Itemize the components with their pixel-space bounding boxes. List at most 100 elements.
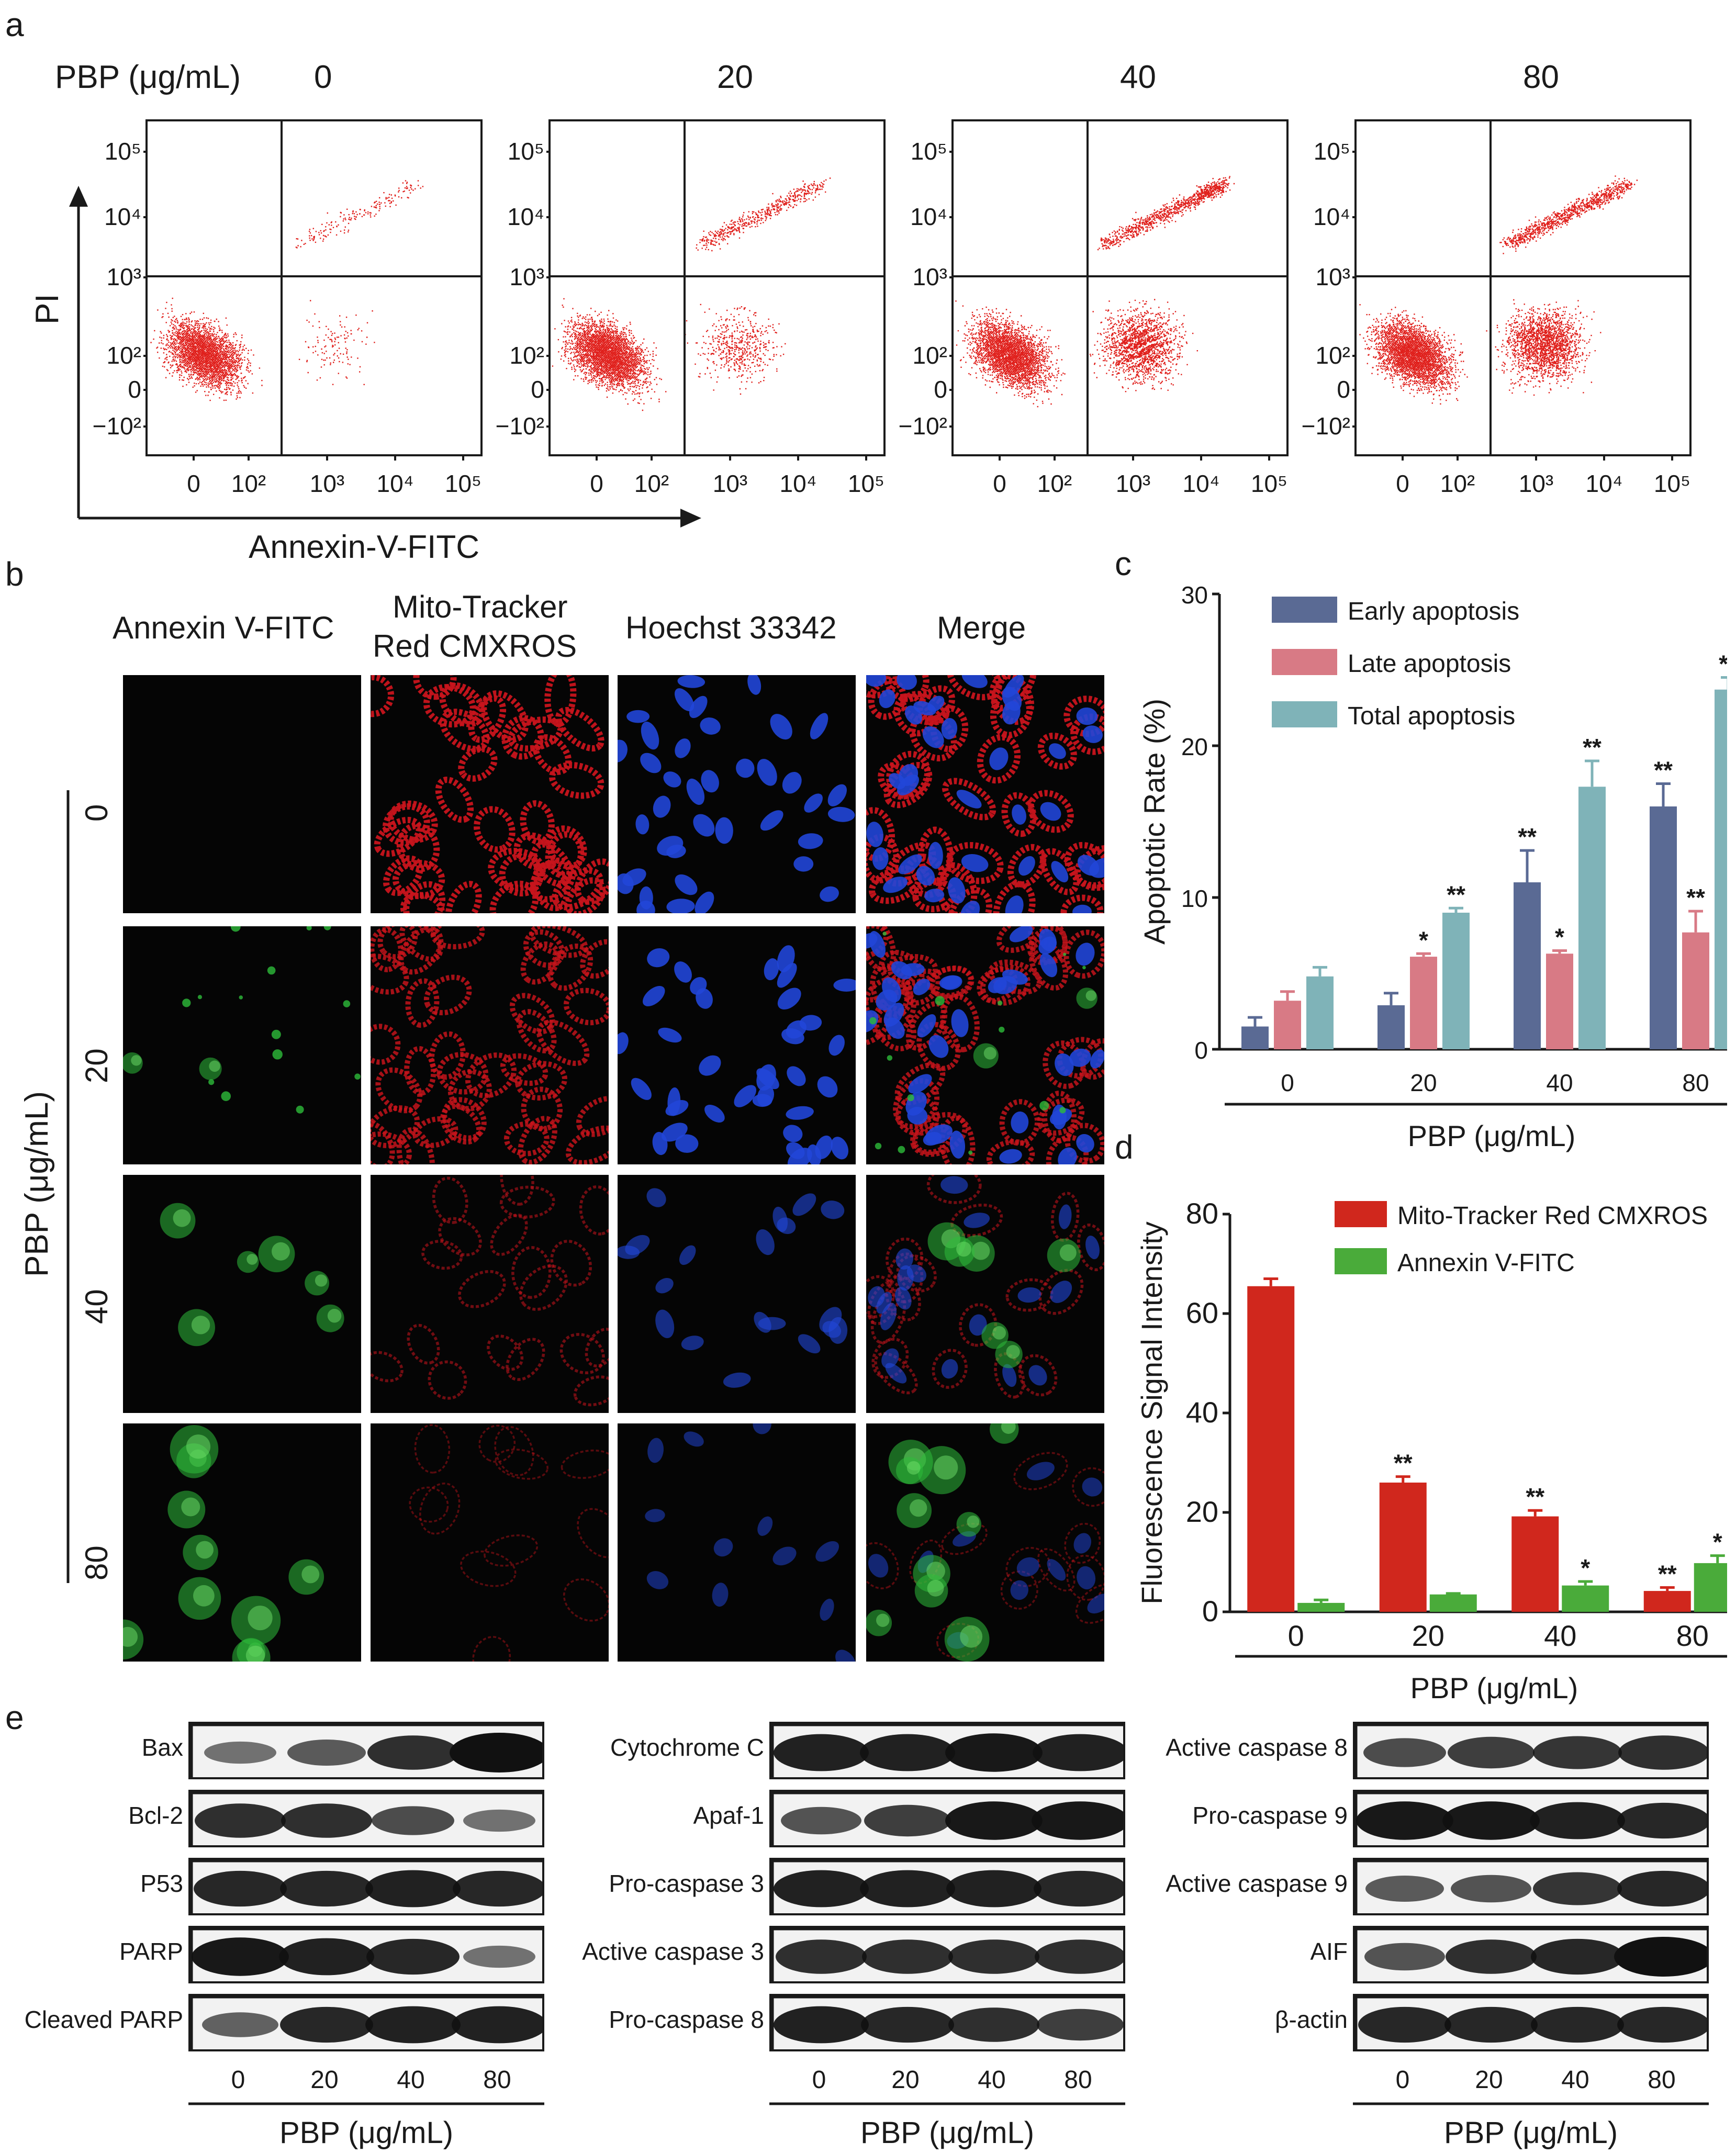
micro-merge-0	[866, 675, 1104, 913]
y-tick-label: 80	[1186, 1197, 1218, 1230]
blot-band	[1451, 1875, 1531, 1903]
x-tick-label: 0	[993, 470, 1006, 497]
x-tick-label: 10⁴	[1183, 470, 1220, 497]
panel-a-dose-label: PBP (μg/mL)	[55, 59, 241, 95]
blot-band	[1617, 1870, 1707, 1907]
blot-band	[367, 1735, 458, 1770]
y-tick-label: 10⁴	[910, 203, 947, 230]
blot-image	[1353, 1858, 1709, 1915]
micro-hoechst-40	[618, 1175, 856, 1413]
blot-band	[1032, 1801, 1123, 1840]
blot-band	[1531, 1938, 1624, 1975]
panel-b-row-axis	[66, 790, 70, 1583]
x-tick-label: 10²	[1440, 470, 1475, 497]
bar	[1241, 1026, 1269, 1049]
micro-mito-20	[371, 926, 609, 1164]
dose-label: 0	[812, 2066, 826, 2094]
dose-label: 0	[231, 2066, 245, 2094]
y-tick-label: 10	[1181, 885, 1208, 912]
y-tick-label: 0	[128, 376, 141, 403]
blot-band	[945, 1733, 1043, 1772]
blot-image	[1353, 1790, 1709, 1847]
bar	[1429, 1594, 1477, 1612]
blot-band	[192, 1937, 289, 1976]
blot-band	[1364, 1943, 1445, 1971]
dose-label: 80	[1648, 2066, 1675, 2094]
x-tick-label: 80	[1676, 1619, 1709, 1652]
y-tick-label: 0	[531, 376, 544, 403]
significance-mark: **	[1447, 881, 1465, 908]
x-tick-label: 20	[1412, 1619, 1444, 1652]
micro-annexin-80	[123, 1423, 361, 1662]
blot-band	[1618, 1735, 1707, 1770]
bar	[1377, 1005, 1405, 1049]
x-tick-label: 10²	[231, 470, 266, 497]
plot-frame	[951, 119, 1289, 456]
annexin-axis-label: Annexin-V-FITC	[249, 529, 480, 565]
micro-annexin-20	[123, 926, 361, 1164]
blot-band	[1034, 1870, 1123, 1907]
dose-label: 80	[483, 2066, 511, 2094]
blot-band	[862, 1939, 953, 1974]
pi-axis-label: PI	[29, 294, 65, 324]
bar	[1410, 957, 1437, 1049]
dose-label: 20	[891, 2066, 919, 2094]
scatter-dots	[955, 176, 1235, 408]
dose-label: 40	[1561, 2066, 1589, 2094]
panel-b-row-40: 40	[79, 1289, 114, 1324]
x-tick-label: 80	[1682, 1069, 1709, 1096]
blot-label: Pro-caspase 9	[1192, 1802, 1348, 1829]
blot-band	[948, 1939, 1039, 1974]
plot-frame	[1354, 119, 1692, 456]
x-tick-label: 10⁵	[1654, 470, 1690, 497]
flow-plot-80: 10⁵ 10⁴ 10³ 10² 0 −10² 0 10² 10³ 10⁴ 10⁵	[1302, 119, 1692, 497]
x-tick-label: 10²	[634, 470, 669, 497]
x-tick-label: 10⁵	[1251, 470, 1287, 497]
blot-band	[1358, 2006, 1451, 2043]
legend-swatch	[1272, 597, 1337, 623]
legend-swatch	[1272, 649, 1337, 675]
blot-band	[1614, 1937, 1707, 1977]
significance-mark: *	[1713, 1529, 1722, 1556]
x-tick-label: 10⁵	[445, 470, 481, 497]
blot-band	[194, 1870, 287, 1907]
blot-band	[202, 2012, 278, 2037]
y-tick-label: 10⁵	[508, 138, 544, 165]
y-tick-label: 10³	[1316, 263, 1350, 290]
blot-band	[1442, 1801, 1540, 1840]
y-tick-label: 20	[1181, 733, 1208, 760]
blot-band	[776, 1939, 867, 1974]
x-tick-label: 10⁴	[1586, 470, 1623, 497]
blot-image	[188, 1926, 544, 1983]
significance-mark: *	[1419, 926, 1428, 953]
chart-d-fluorescence-intensity: 0 20 40 60 80 Fluorescence Signal Intensity 0 *…	[1135, 1197, 1727, 1704]
x-tick-label: 0	[590, 470, 603, 497]
legend-swatch	[1272, 701, 1337, 727]
legend-label: Annexin V-FITC	[1397, 1249, 1575, 1277]
y-axis-label: Fluorescence Signal Intensity	[1135, 1221, 1168, 1605]
x-tick-label: 10³	[1519, 470, 1553, 497]
blot-band	[860, 1734, 955, 1771]
y-tick-label: 10⁴	[1313, 203, 1350, 230]
blot-image	[188, 1858, 544, 1915]
y-tick-label: 10³	[913, 263, 947, 290]
bar	[1511, 1516, 1559, 1612]
blot-label: Bax	[141, 1734, 183, 1761]
panel-letter-e: e	[5, 1699, 24, 1736]
x-tick-label: 20	[1410, 1069, 1437, 1096]
blot-band	[463, 1809, 535, 1832]
blot-band	[450, 1733, 542, 1772]
blot-band	[452, 2006, 542, 2044]
panel-a-axes-overlay	[69, 186, 701, 528]
dose-label: 20	[310, 2066, 338, 2094]
blot-band	[1533, 1872, 1622, 1905]
legend-label: Late apoptosis	[1348, 650, 1511, 678]
blot-axis: 0 20 40 80 PBP (μg/mL)	[1353, 2066, 1709, 2150]
blot-label: P53	[140, 1870, 183, 1897]
bar	[1297, 1602, 1345, 1612]
y-tick-label: 0	[1337, 376, 1350, 403]
significance-mark: **	[1526, 1483, 1544, 1510]
blot-band	[948, 2007, 1039, 2042]
y-tick-label: 10⁵	[105, 138, 141, 165]
y-tick-label: 10⁴	[104, 203, 141, 230]
